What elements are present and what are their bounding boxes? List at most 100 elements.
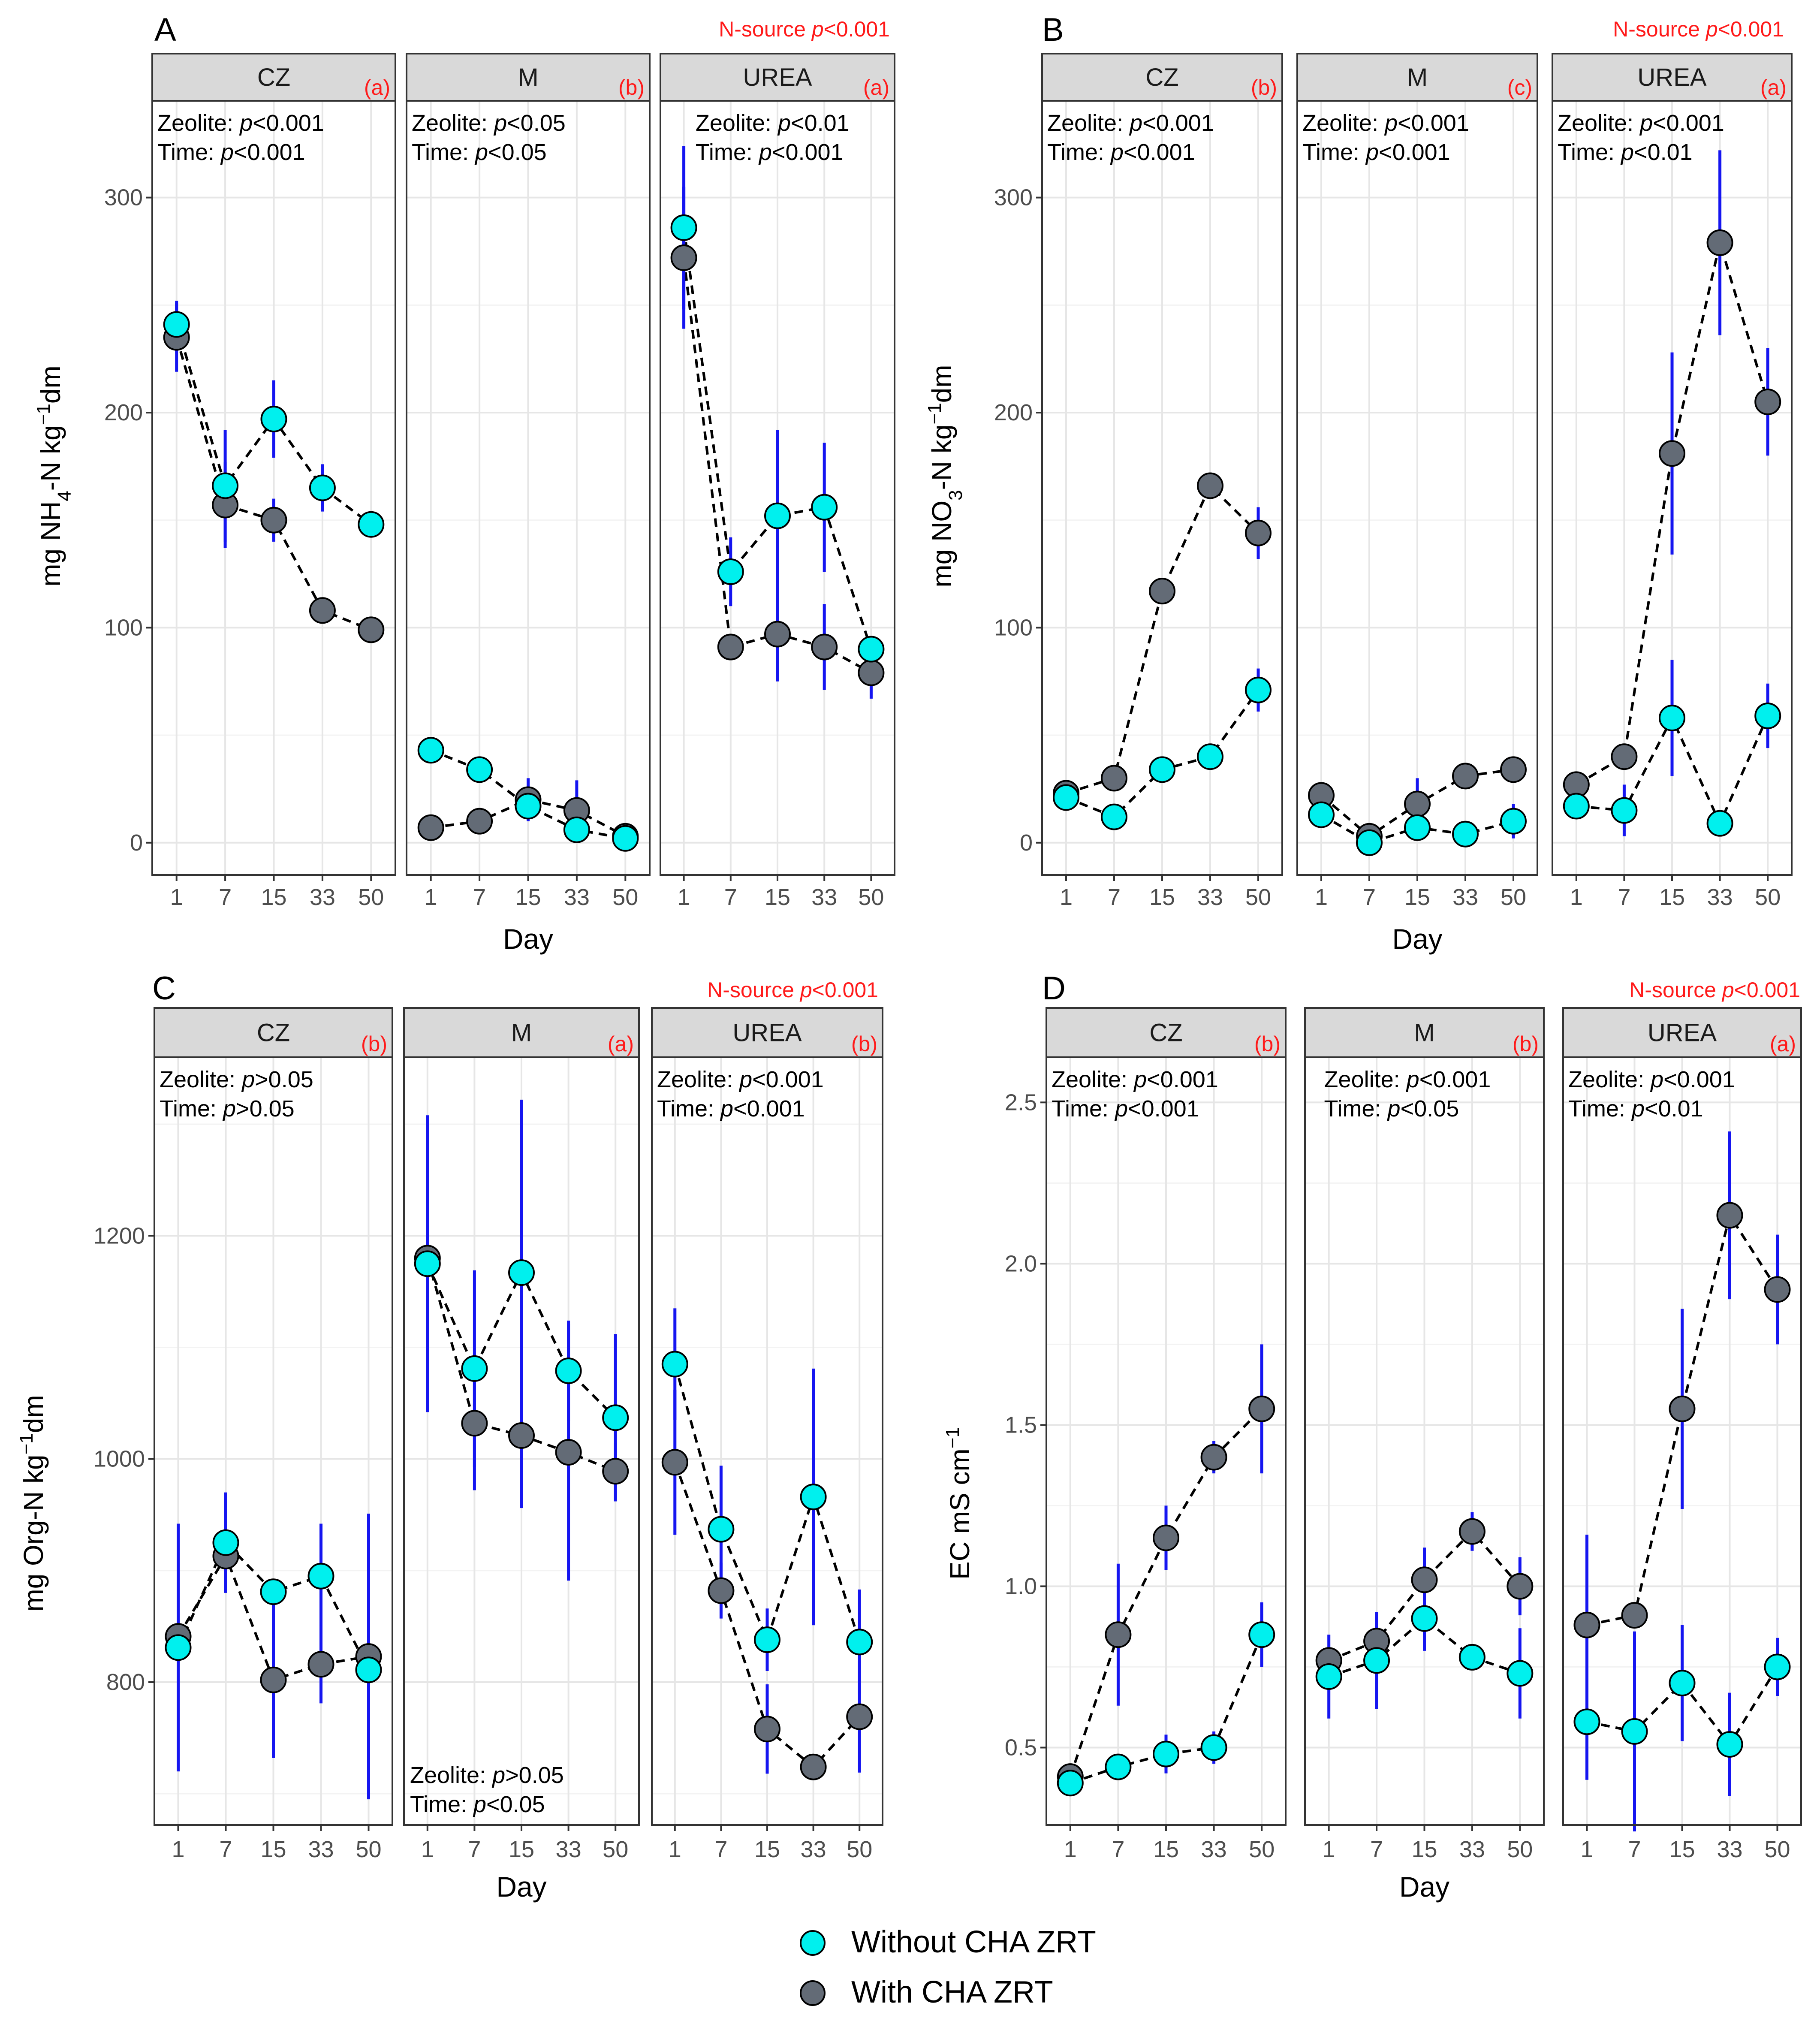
point-without-cha-zrt [846,1629,873,1656]
point-without-cha-zrt [1101,803,1127,830]
x-tick-label: 33 [310,884,335,910]
facet-border [406,100,651,876]
stat-annotation: Zeolite: p<0.01 [696,110,850,136]
stat-annotation: Zeolite: p<0.001 [157,110,324,136]
x-tick-label: 33 [1201,1837,1227,1862]
facet-B-M: M (c) 1 7 15 33 50 Zeolite: p<0.001 Time: p<0.00… [1296,53,1538,910]
x-tick-label: 15 [515,884,541,910]
x-tick-label: 7 [714,1837,727,1862]
point-with-cha-zrt [1754,388,1781,415]
point-without-cha-zrt [1057,1770,1084,1797]
point-without-cha-zrt [212,472,239,499]
point-without-cha-zrt [355,1656,382,1683]
point-without-cha-zrt [417,737,444,764]
y-tick-label: 100 [994,615,1033,640]
point-without-cha-zrt [1764,1653,1791,1680]
point-with-cha-zrt [1200,1444,1227,1471]
point-without-cha-zrt [1507,1660,1534,1687]
y-tick-label: 1.5 [1005,1412,1037,1438]
point-with-cha-zrt [309,597,336,624]
stat-annotation: Zeolite: p<0.001 [1047,110,1214,136]
point-with-cha-zrt [1101,765,1127,792]
stat-annotation: Time: p<0.001 [657,1096,805,1122]
legend-without-label: Without CHA ZRT [851,1925,1096,1959]
x-tick-label: 7 [1628,1837,1641,1862]
point-without-cha-zrt [1573,1708,1600,1735]
x-tick-label: 50 [1755,884,1781,910]
x-tick-label: 1 [421,1837,434,1862]
point-with-cha-zrt [1611,743,1638,770]
point-with-cha-zrt [461,1410,488,1437]
legend-with-key [800,1980,826,2006]
point-without-cha-zrt [1500,808,1527,835]
point-without-cha-zrt [1716,1731,1743,1758]
point-with-cha-zrt [508,1422,535,1449]
series-line [1328,1529,1521,1662]
x-tick-label: 33 [801,1837,826,1862]
facet-group-letter: (b) [1513,1032,1539,1056]
y-axis-label-A: mg NH4-N kg−1dm [33,365,75,587]
series-line [1586,1666,1779,1747]
panel-label-C: C [152,970,176,1007]
point-without-cha-zrt [1308,801,1335,828]
point-without-cha-zrt [515,793,542,820]
point-without-cha-zrt [754,1626,780,1653]
stat-annotation: Zeolite: p<0.001 [1324,1067,1491,1092]
x-tick-label: 1 [1570,884,1583,910]
facet-border [1304,1056,1545,1826]
point-without-cha-zrt [811,494,838,521]
point-without-cha-zrt [1363,1647,1390,1674]
point-with-cha-zrt [1764,1276,1791,1303]
x-tick-label: 15 [1411,1837,1437,1862]
point-without-cha-zrt [260,1578,287,1605]
y-tick-label: 2.0 [1005,1251,1037,1276]
facet-D-CZ: CZ (b) 1 7 15 33 50 Zeolite: p<0.001 Time: p<0.0… [1046,1007,1287,1862]
facet-strip [151,53,396,102]
point-without-cha-zrt [555,1357,582,1385]
x-tick-label: 50 [356,1837,381,1862]
point-with-cha-zrt [555,1439,582,1466]
point-without-cha-zrt [508,1259,535,1286]
x-tick-label: 1 [170,884,183,910]
point-with-cha-zrt [1716,1202,1743,1229]
point-without-cha-zrt [1706,810,1733,837]
point-without-cha-zrt [1149,756,1175,783]
point-without-cha-zrt [563,816,590,843]
point-without-cha-zrt [212,1529,239,1556]
x-tick-label: 15 [261,884,286,910]
series-line [1066,483,1260,795]
x-tick-label: 33 [1717,1837,1742,1862]
facet-border [1552,100,1793,876]
stat-annotation: Zeolite: p<0.001 [657,1067,824,1092]
point-without-cha-zrt [1404,814,1431,841]
x-tick-label: 50 [1245,884,1271,910]
facet-group-letter: (a) [364,75,390,100]
facet-D-UREA: UREA (a) 1 7 15 33 50 Zeolite: p<0.001 Time: p<0… [1562,1007,1802,1862]
stat-annotation: Zeolite: p<0.001 [1302,110,1469,136]
facet-C-CZ: CZ (b) 1 7 15 33 50 Zeolite: p>0.05 Time: p>0.05 [154,1007,393,1862]
point-with-cha-zrt [307,1651,334,1678]
series-line [682,227,873,650]
facet-strip [1046,1007,1287,1058]
x-tick-label: 7 [724,884,737,910]
stat-annotation: Zeolite: p>0.05 [160,1067,313,1092]
nsource-text-B: N-source p<0.001 [1613,17,1784,41]
stat-annotation: Time: p<0.01 [1558,139,1693,165]
y-axis-label-B: mg NO3-N kg−1dm [924,365,966,587]
x-tick-label: 33 [1707,884,1733,910]
series-line [430,749,626,840]
x-axis-label-A: Day [503,923,553,955]
stat-annotation: Time: p<0.001 [1052,1096,1199,1122]
facet-border [1046,1056,1287,1826]
point-without-cha-zrt [163,311,190,338]
y-tick-label: 800 [106,1669,145,1695]
stat-annotation: Zeolite: p<0.001 [1052,1067,1218,1092]
point-without-cha-zrt [1315,1663,1342,1690]
x-tick-label: 7 [219,1837,232,1862]
y-tick-label: 1.0 [1005,1573,1037,1599]
x-tick-label: 50 [612,884,638,910]
point-with-cha-zrt [1500,756,1527,783]
series-line [177,1540,370,1671]
facet-border [651,1056,883,1826]
point-without-cha-zrt [307,1562,334,1590]
